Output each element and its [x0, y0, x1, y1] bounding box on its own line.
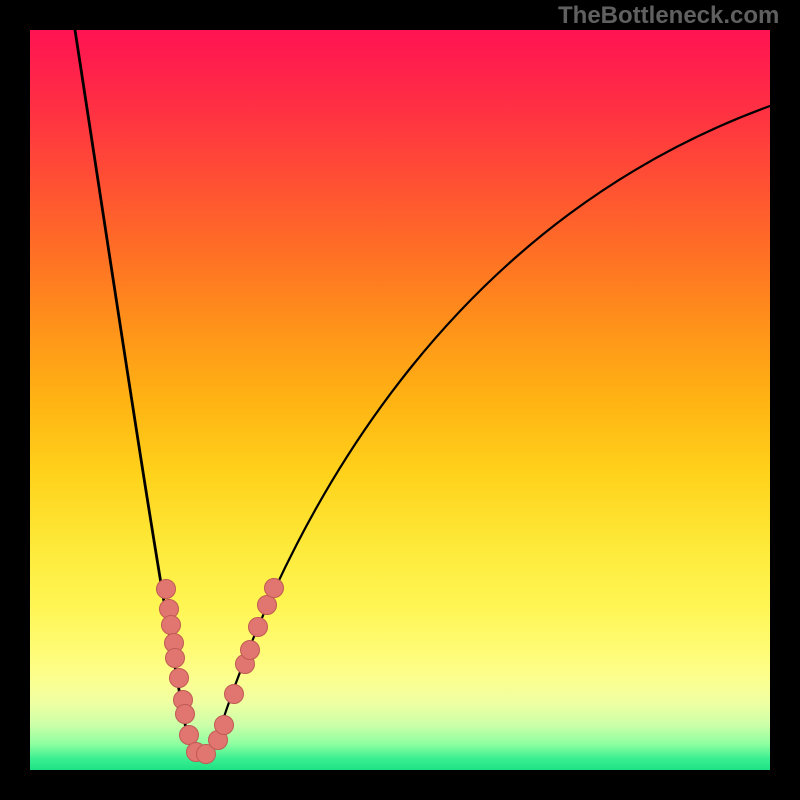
curve-layer [0, 0, 800, 800]
data-marker [170, 669, 189, 688]
curve-right-branch [200, 106, 770, 754]
data-marker [225, 685, 244, 704]
data-marker [162, 616, 181, 635]
data-marker [265, 579, 284, 598]
chart-stage: TheBottleneck.com [0, 0, 800, 800]
data-marker [258, 596, 277, 615]
watermark-text: TheBottleneck.com [558, 2, 779, 30]
data-marker [166, 649, 185, 668]
data-marker [215, 716, 234, 735]
marker-group [157, 579, 284, 764]
data-marker [180, 726, 199, 745]
data-marker [241, 641, 260, 660]
data-marker [249, 618, 268, 637]
data-marker [176, 705, 195, 724]
data-marker [157, 580, 176, 599]
